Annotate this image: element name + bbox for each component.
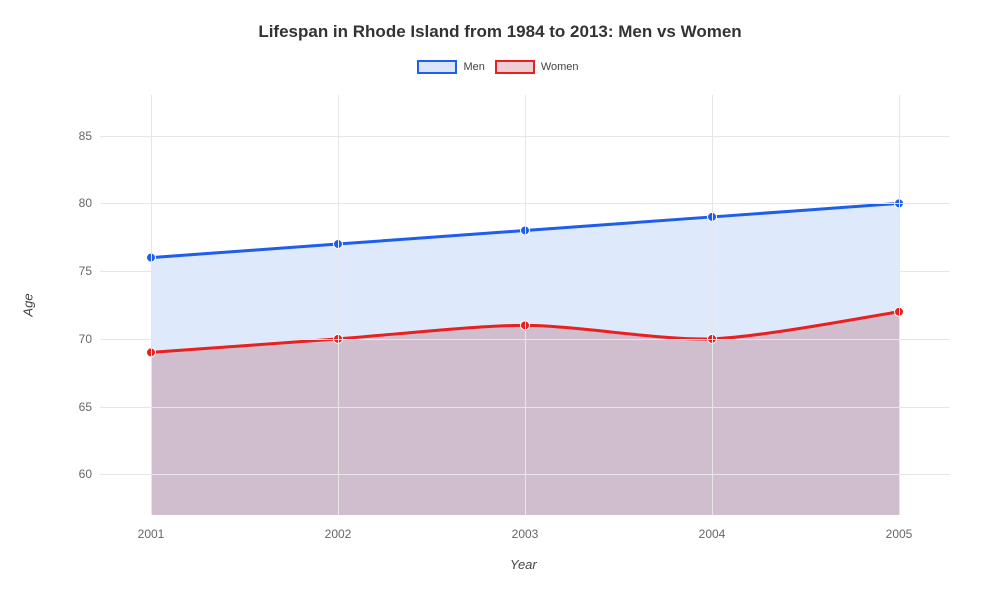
chart-title: Lifespan in Rhode Island from 1984 to 20…	[0, 22, 1000, 42]
grid-line-v	[338, 95, 339, 515]
x-tick-label: 2003	[512, 527, 539, 541]
chart-container: Lifespan in Rhode Island from 1984 to 20…	[0, 0, 1000, 600]
plot-area	[100, 95, 950, 515]
legend-label-men: Men	[463, 61, 484, 73]
x-tick-label: 2004	[699, 527, 726, 541]
x-tick-label: 2002	[325, 527, 352, 541]
x-tick-label: 2001	[138, 527, 165, 541]
y-tick-label: 70	[62, 332, 92, 346]
legend-swatch-women	[495, 60, 535, 74]
grid-line-v	[899, 95, 900, 515]
y-tick-label: 75	[62, 264, 92, 278]
x-tick-label: 2005	[886, 527, 913, 541]
y-tick-label: 60	[62, 467, 92, 481]
grid-line-v	[525, 95, 526, 515]
legend-label-women: Women	[541, 61, 579, 73]
y-tick-label: 65	[62, 400, 92, 414]
legend-swatch-men	[417, 60, 457, 74]
x-axis-label: Year	[510, 557, 537, 572]
y-axis-label: Age	[21, 293, 36, 316]
y-tick-label: 85	[62, 129, 92, 143]
y-tick-label: 80	[62, 196, 92, 210]
grid-line-v	[151, 95, 152, 515]
grid-line-v	[712, 95, 713, 515]
legend: Men Women	[0, 60, 1000, 74]
